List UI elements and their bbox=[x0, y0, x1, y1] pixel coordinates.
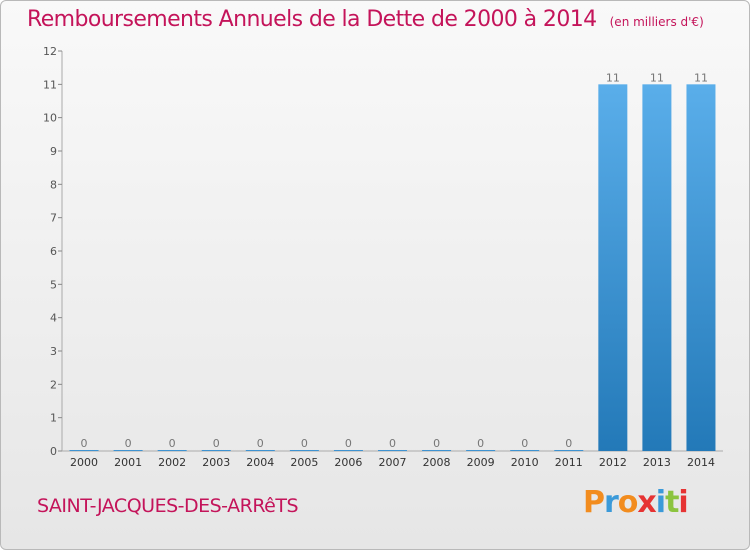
location-name: SAINT-JACQUES-DES-ARRêTS bbox=[37, 495, 299, 517]
x-tick-label: 2001 bbox=[114, 456, 142, 469]
y-tick-label: 11 bbox=[43, 78, 57, 91]
y-tick-label: 8 bbox=[50, 178, 57, 191]
logo-letter: P bbox=[583, 485, 605, 520]
x-tick-label: 2006 bbox=[334, 456, 362, 469]
bar bbox=[69, 450, 99, 451]
logo-letter: x bbox=[637, 485, 656, 520]
data-label: 0 bbox=[477, 437, 484, 450]
x-tick-label: 2002 bbox=[158, 456, 186, 469]
y-tick-label: 10 bbox=[43, 112, 57, 125]
logo-letter: o bbox=[617, 485, 639, 520]
x-tick-label: 2013 bbox=[643, 456, 671, 469]
x-tick-label: 2003 bbox=[202, 456, 230, 469]
x-tick-label: 2005 bbox=[290, 456, 318, 469]
data-label: 0 bbox=[433, 437, 440, 450]
x-tick-label: 2000 bbox=[70, 456, 98, 469]
data-label: 0 bbox=[169, 437, 176, 450]
chart-unit: (en milliers d'€) bbox=[609, 15, 704, 29]
data-label: 0 bbox=[213, 437, 220, 450]
bar bbox=[642, 84, 672, 451]
x-tick-label: 2009 bbox=[467, 456, 495, 469]
x-tick-label: 2011 bbox=[555, 456, 583, 469]
logo-letter: i bbox=[678, 485, 688, 520]
data-label: 0 bbox=[257, 437, 264, 450]
title-row: Remboursements Annuels de la Dette de 20… bbox=[27, 7, 704, 32]
bar bbox=[422, 450, 452, 451]
data-label: 0 bbox=[81, 437, 88, 450]
x-axis: 2000 2001 2002 2003 2004 2005 2006 2007 2008 2009… bbox=[62, 450, 723, 469]
y-tick-label: 3 bbox=[50, 345, 57, 358]
bar bbox=[466, 450, 496, 451]
data-label: 11 bbox=[606, 71, 620, 84]
bar bbox=[289, 450, 319, 451]
bar bbox=[333, 450, 363, 451]
logo-letter: t bbox=[665, 485, 679, 520]
bar bbox=[378, 450, 407, 451]
y-tick-label: 4 bbox=[50, 312, 57, 325]
data-label: 11 bbox=[694, 71, 708, 84]
data-label: 0 bbox=[345, 437, 352, 450]
chart-title: Remboursements Annuels de la Dette de 20… bbox=[27, 7, 597, 32]
bar bbox=[201, 450, 231, 451]
x-tick-label: 2004 bbox=[246, 456, 274, 469]
x-tick-label: 2007 bbox=[379, 456, 407, 469]
y-tick-label: 1 bbox=[50, 412, 57, 425]
y-tick-label: 5 bbox=[50, 278, 57, 291]
data-label: 11 bbox=[650, 71, 664, 84]
logo-letter: r bbox=[604, 485, 619, 520]
y-tick-label: 9 bbox=[50, 145, 57, 158]
bar bbox=[554, 450, 584, 451]
bars bbox=[69, 84, 716, 451]
bar bbox=[598, 84, 628, 451]
proxiti-logo: Proxiti bbox=[583, 485, 689, 520]
x-tick-label: 2008 bbox=[423, 456, 451, 469]
y-tick-label: 12 bbox=[43, 45, 57, 58]
bar bbox=[510, 450, 540, 451]
data-labels: 0 0 0 0 0 0 0 0 0 0 0 0 11 11 11 bbox=[81, 71, 708, 450]
bar bbox=[686, 84, 716, 451]
bar bbox=[157, 450, 187, 451]
y-tick-label: 7 bbox=[50, 212, 57, 225]
y-tick-label: 2 bbox=[50, 378, 57, 391]
bar bbox=[245, 450, 275, 451]
x-tick-label: 2010 bbox=[511, 456, 539, 469]
x-tick-label: 2014 bbox=[687, 456, 715, 469]
y-tick-label: 0 bbox=[50, 445, 57, 458]
y-tick-label: 6 bbox=[50, 245, 57, 258]
data-label: 0 bbox=[125, 437, 132, 450]
data-label: 0 bbox=[301, 437, 308, 450]
data-label: 0 bbox=[389, 437, 396, 450]
x-tick-label: 2012 bbox=[599, 456, 627, 469]
data-label: 0 bbox=[565, 437, 572, 450]
bar bbox=[113, 450, 143, 451]
data-label: 0 bbox=[521, 437, 528, 450]
logo-letter: i bbox=[655, 485, 666, 520]
